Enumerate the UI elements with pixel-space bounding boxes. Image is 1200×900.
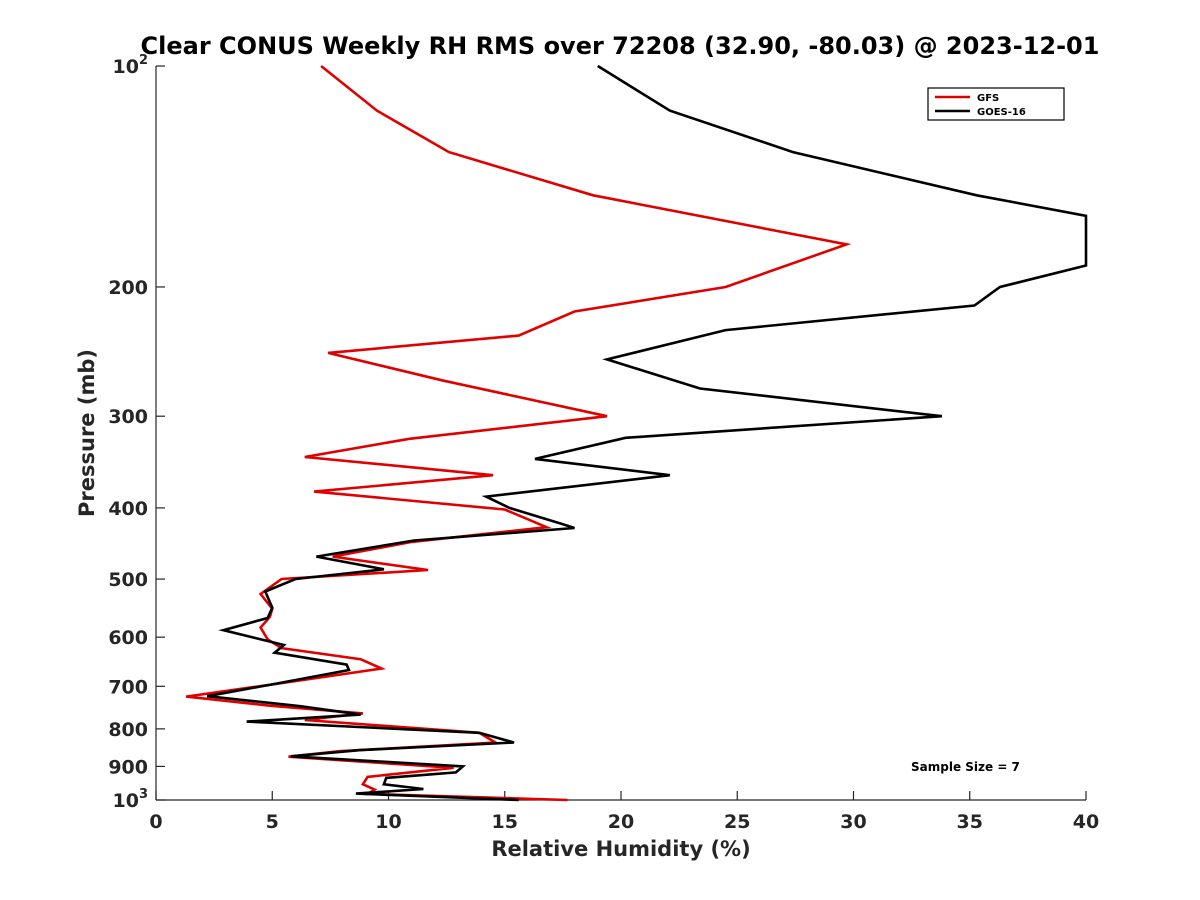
- x-tick-label: 10: [375, 811, 401, 833]
- sample-size-annotation: Sample Size = 7: [911, 760, 1020, 774]
- y-tick-label: 102: [113, 53, 149, 78]
- x-tick-label: 30: [840, 811, 866, 833]
- legend-label-goes16: GOES-16: [977, 107, 1026, 118]
- chart-title: Clear CONUS Weekly RH RMS over 72208 (32…: [141, 32, 1100, 60]
- x-tick-label: 25: [724, 811, 750, 833]
- y-tick-label: 400: [108, 498, 148, 520]
- y-axis-ticks: 102 200 300 400 500 600 700 800 900 103: [108, 53, 165, 812]
- y-tick-label: 300: [108, 406, 148, 428]
- x-tick-label: 20: [608, 811, 634, 833]
- x-tick-label: 15: [492, 811, 518, 833]
- x-tick-label: 35: [957, 811, 983, 833]
- y-tick-label: 600: [108, 627, 148, 649]
- x-tick-label: 0: [149, 811, 162, 833]
- y-tick-label: 200: [108, 277, 148, 299]
- series-line-gfs: [186, 64, 852, 802]
- x-axis-label: Relative Humidity (%): [491, 837, 750, 861]
- legend: GFS GOES-16: [927, 87, 1065, 121]
- y-axis-label: Pressure (mb): [75, 349, 99, 517]
- legend-label-gfs: GFS: [977, 93, 999, 104]
- series-line-goes16: [206, 64, 1088, 802]
- y-tick-label: 900: [108, 756, 148, 778]
- y-tick-label: 700: [108, 676, 148, 698]
- x-tick-label: 5: [266, 811, 279, 833]
- y-tick-label: 500: [108, 569, 148, 591]
- y-tick-label: 800: [108, 719, 148, 741]
- legend-box: [927, 87, 1065, 121]
- series-layer: [186, 64, 1088, 802]
- plot-area: [155, 66, 1086, 801]
- x-axis-ticks: 0 5 10 15 20 25 30 35 40: [149, 791, 1099, 833]
- x-tick-label: 40: [1073, 811, 1099, 833]
- y-tick-label: 103: [113, 787, 149, 812]
